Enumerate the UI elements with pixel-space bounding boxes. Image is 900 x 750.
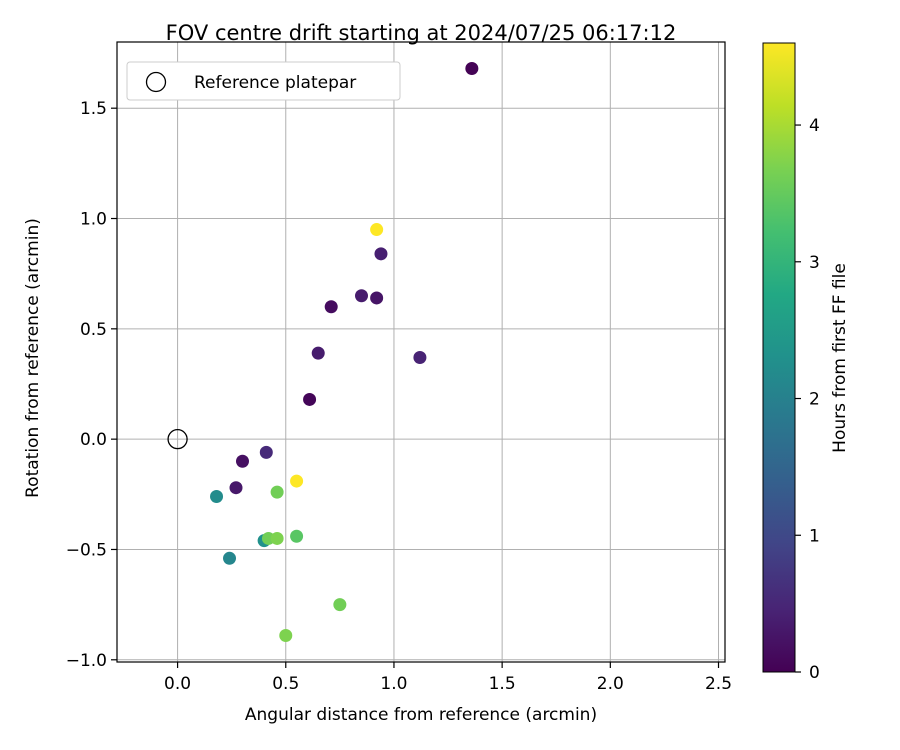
legend-label: Reference platepar — [194, 73, 356, 93]
scatter-point — [270, 531, 284, 545]
reference-marker — [167, 429, 188, 450]
x-tick-label: 1.0 — [380, 674, 407, 694]
colorbar-tick-label: 3 — [809, 253, 820, 273]
scatter-point — [279, 629, 293, 643]
colorbar-tick-label: 4 — [809, 116, 820, 136]
chart-title: FOV centre drift starting at 2024/07/25 … — [166, 21, 677, 45]
scatter-point — [311, 346, 325, 360]
colorbar-tick-label: 2 — [809, 390, 820, 410]
legend-box — [126, 61, 401, 101]
x-axis-label: Angular distance from reference (arcmin) — [245, 705, 597, 725]
scatter-point — [223, 551, 237, 565]
colorbar-ticks: 0 1 2 3 4 — [795, 116, 820, 683]
y-tick-label: −0.5 — [66, 540, 107, 560]
scatter-point — [465, 61, 479, 75]
colorbar-gradient — [762, 42, 796, 673]
legend: Reference platepar — [126, 61, 401, 101]
x-tick-label: 0.5 — [272, 674, 299, 694]
scatter-point — [303, 392, 317, 406]
scatter-point — [290, 529, 304, 543]
data-points — [210, 61, 479, 643]
x-axis-ticks: 0.0 0.5 1.0 1.5 2.0 2.5 — [164, 662, 732, 694]
y-tick-label: 1.5 — [80, 99, 107, 119]
plot-frame — [116, 41, 726, 663]
y-tick-label: 0.5 — [80, 320, 107, 340]
y-tick-label: 1.0 — [80, 210, 107, 230]
scatter-point — [210, 490, 224, 504]
legend-reference-marker — [145, 71, 167, 93]
x-tick-label: 0.0 — [164, 674, 191, 694]
y-tick-label: 0.0 — [80, 430, 107, 450]
scatter-point — [370, 291, 384, 305]
scatter-point — [324, 300, 338, 314]
colorbar-label: Hours from first FF file — [830, 263, 850, 453]
colorbar: 0 1 2 3 4 Hours from first FF file — [762, 42, 850, 683]
y-axis-ticks: −1.0 −0.5 0.0 0.5 1.0 1.5 — [66, 99, 117, 671]
scatter-point — [333, 598, 347, 612]
x-tick-label: 2.0 — [597, 674, 624, 694]
scatter-point — [370, 223, 384, 237]
scatter-point — [259, 445, 273, 459]
y-axis-label: Rotation from reference (arcmin) — [23, 218, 43, 498]
colorbar-tick-label: 1 — [809, 526, 820, 546]
scatter-point — [290, 474, 304, 488]
x-tick-label: 2.5 — [705, 674, 732, 694]
colorbar-tick-label: 0 — [809, 663, 820, 683]
scatter-point — [374, 247, 388, 261]
y-tick-label: −1.0 — [66, 651, 107, 671]
scatter-point — [235, 454, 249, 468]
reference-marker-layer — [167, 429, 188, 450]
scatter-point — [413, 351, 427, 365]
grid — [117, 42, 725, 662]
scatter-point — [270, 485, 284, 499]
x-tick-label: 1.5 — [489, 674, 516, 694]
scatter-point — [229, 481, 243, 495]
scatter-point — [354, 289, 368, 303]
